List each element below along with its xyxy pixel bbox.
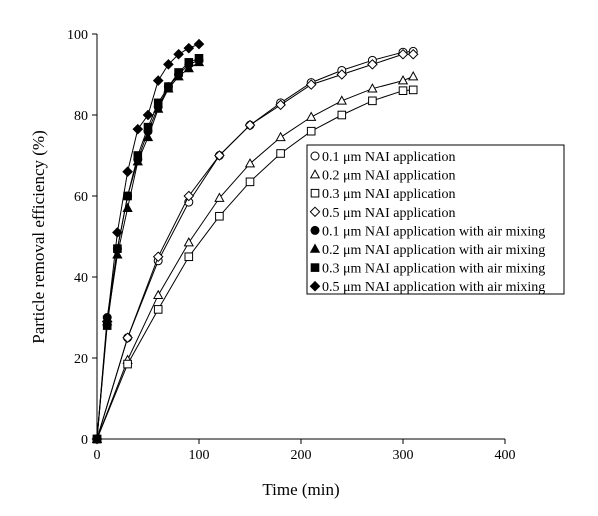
series-4-point-11 xyxy=(407,48,419,60)
series-8-point-10 xyxy=(193,38,205,50)
series-7-point-5 xyxy=(143,122,153,132)
series-8-point-7 xyxy=(163,59,174,70)
series-4-point-5 xyxy=(244,119,256,131)
series-8-point-6 xyxy=(152,75,164,86)
series-8-point-3 xyxy=(122,166,133,178)
series-4-point-9 xyxy=(367,59,378,70)
y-tick-label-5: 100 xyxy=(67,28,88,43)
series-4-point-3 xyxy=(183,190,195,202)
series-3-line xyxy=(96,89,414,440)
y-tick-label-1: 20 xyxy=(74,352,88,367)
legend-marker-6 xyxy=(309,243,321,253)
series-2-point-7 xyxy=(306,111,317,121)
y-tick-label-3: 60 xyxy=(74,190,88,205)
series-8-point-5 xyxy=(142,109,154,121)
series-8-point-9 xyxy=(183,42,195,54)
series-8-point-2 xyxy=(112,227,123,238)
series-7-point-3 xyxy=(123,191,132,201)
legend-label-5: 0.1 μm NAI application with air mixing xyxy=(322,224,545,239)
series-8-point-4 xyxy=(132,123,144,135)
series-3-point-5 xyxy=(245,177,255,187)
y-tick-label-4: 80 xyxy=(74,109,88,124)
series-2-point-2 xyxy=(153,289,164,300)
series-4-point-4 xyxy=(214,150,225,161)
legend-marker-4 xyxy=(309,206,321,218)
legend-label-2: 0.2 μm NAI application xyxy=(322,169,455,184)
series-layer xyxy=(91,38,419,445)
series-7-point-7 xyxy=(164,82,173,91)
legend-label-6: 0.2 μm NAI application with air mixing xyxy=(322,243,545,258)
series-2-line xyxy=(96,76,414,440)
series-8-point-0 xyxy=(91,433,103,445)
series-4-point-6 xyxy=(275,99,286,111)
series-2-point-4 xyxy=(214,192,225,202)
series-4-line xyxy=(96,53,414,440)
legend-label-3: 0.3 μm NAI application xyxy=(322,187,455,202)
series-2-point-5 xyxy=(244,158,256,168)
series-7-point-10 xyxy=(194,54,204,63)
series-4-point-10 xyxy=(397,48,409,60)
x-tick-label-0: 0 xyxy=(94,448,101,463)
legend-label-8: 0.5 μm NAI application with air mixing xyxy=(322,280,545,295)
legend-marker-5 xyxy=(310,225,320,235)
x-tick-label-4: 400 xyxy=(495,448,516,463)
axes: 0 100 200 300 400 0 20 40 60 80 100 xyxy=(67,28,516,463)
series-4-point-1 xyxy=(122,332,133,344)
x-tick-label-1: 100 xyxy=(189,448,210,463)
series-3-point-10 xyxy=(398,86,408,96)
legend-label-4: 0.5 μm NAI application xyxy=(322,206,455,221)
series-2-point-6 xyxy=(275,131,286,142)
series-4-point-8 xyxy=(336,69,348,80)
x-axis-title: Time (min) xyxy=(262,480,339,499)
series-3-point-7 xyxy=(306,126,316,136)
y-tick-label-2: 40 xyxy=(74,271,88,286)
series-3-point-2 xyxy=(153,305,163,314)
series-6-point-5 xyxy=(142,131,154,142)
y-tick-label-0: 0 xyxy=(81,433,88,448)
legend-marker-2 xyxy=(309,169,321,179)
series-3-point-8 xyxy=(337,110,347,120)
series-7-point-9 xyxy=(184,58,194,67)
series-4-point-2 xyxy=(152,251,164,263)
x-tick-label-3: 300 xyxy=(393,448,414,463)
legend: 0.1 μm NAI application 0.2 μm NAI applica… xyxy=(306,144,565,295)
series-2-point-11 xyxy=(408,70,419,81)
series-3-point-4 xyxy=(215,211,224,221)
legend-marker-8 xyxy=(309,280,321,292)
legend-label-7: 0.3 μm NAI application with air mixing xyxy=(322,262,545,277)
series-8-point-1 xyxy=(101,316,113,327)
series-8-line xyxy=(96,43,200,440)
y-axis-title: Particle removal efficiency (%) xyxy=(29,130,48,344)
series-7-point-4 xyxy=(133,151,143,160)
series-8-point-8 xyxy=(173,48,184,60)
series-8 xyxy=(91,38,205,445)
series-3-point-1 xyxy=(123,359,132,369)
series-2-point-10 xyxy=(397,75,409,85)
legend-label-1: 0.1 μm NAI application xyxy=(322,150,455,165)
legend-marker-7 xyxy=(310,263,320,272)
series-7-point-2 xyxy=(113,244,122,253)
series-2-point-3 xyxy=(183,237,194,247)
series-3-point-6 xyxy=(276,149,285,158)
series-3-point-11 xyxy=(408,85,418,95)
series-7-point-8 xyxy=(174,68,183,77)
series-6-point-9 xyxy=(183,62,194,73)
series-2-point-8 xyxy=(336,95,347,105)
series-7-point-6 xyxy=(153,98,163,108)
series-4-point-7 xyxy=(305,79,317,90)
legend-marker-1 xyxy=(310,151,320,161)
series-1-line xyxy=(96,50,414,440)
series-4 xyxy=(91,48,419,445)
legend-marker-3 xyxy=(310,188,320,198)
series-3-point-9 xyxy=(368,96,377,106)
x-tick-label-2: 200 xyxy=(291,448,312,463)
legend-box xyxy=(306,144,565,295)
series-2-point-9 xyxy=(367,83,378,93)
series-3-point-3 xyxy=(184,252,194,262)
